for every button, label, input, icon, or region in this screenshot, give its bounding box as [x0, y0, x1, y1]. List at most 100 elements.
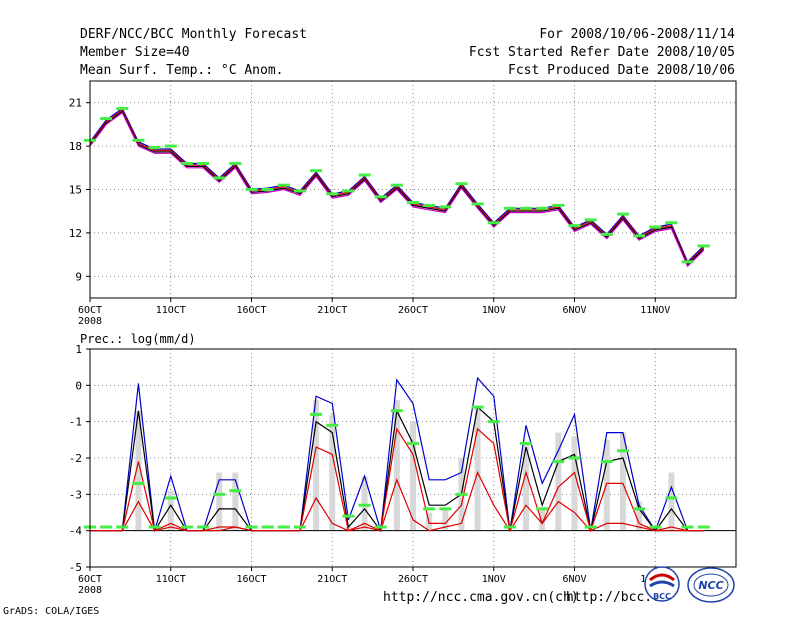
prec-series-lower [90, 470, 704, 532]
prec-obs-marker [116, 525, 129, 529]
prec-obs-marker [568, 456, 581, 460]
temp-obs-marker [116, 106, 129, 110]
prec-obs-marker [277, 525, 290, 529]
prec-obs-marker [229, 489, 242, 493]
temp-obs-marker [665, 221, 678, 225]
prec-spread-bar [523, 443, 530, 531]
prec-xtick-label: 16OCT [236, 574, 266, 585]
temp-obs-marker [503, 206, 516, 210]
prec-obs-marker [390, 409, 403, 413]
temp-obs-marker [277, 183, 290, 187]
temp-ytick-label: 9 [75, 270, 82, 283]
bcc-url[interactable]: http://bcc.c [566, 590, 660, 605]
prec-obs-marker [455, 492, 468, 496]
prec-obs-marker [423, 507, 436, 511]
prec-spread-bar [619, 432, 626, 531]
prec-obs-marker [665, 496, 678, 500]
temp-ytick-label: 15 [69, 184, 82, 197]
prec-spread-bar [668, 472, 675, 531]
temp-obs-marker [520, 206, 533, 210]
chart-title: DERF/NCC/BCC Monthly Forecast [80, 27, 307, 42]
prec-ytick-label: -3 [69, 488, 82, 501]
prec-ytick-label: -4 [69, 525, 83, 538]
temp-obs-marker [552, 203, 565, 207]
prec-spread-bar [393, 399, 400, 531]
temp-obs-marker [455, 182, 468, 186]
prec-obs-marker [552, 460, 565, 464]
prec-spread-bar [636, 501, 643, 531]
prec-spread-bar [135, 410, 142, 531]
temp-xtick-label: 11OCT [156, 305, 186, 316]
prec-obs-marker [536, 507, 549, 511]
temp-xtick-label: 6NOV [562, 305, 586, 316]
prec-ytick-label: 1 [75, 343, 82, 356]
prec-obs-marker [600, 460, 613, 464]
prec-spread-bar [167, 490, 174, 531]
prec-xtick-label: 11OCT [156, 574, 186, 585]
temp-xtick-label: 1NOV [482, 305, 506, 316]
produced-date: Fcst Produced Date 2008/10/06 [508, 63, 735, 78]
prec-obs-marker [213, 492, 226, 496]
temp-obs-marker [213, 176, 226, 180]
prec-xtick-label: 1NOV [482, 574, 506, 585]
prec-ytick-label: -1 [69, 416, 82, 429]
temp-obs-marker [616, 212, 629, 216]
temp-obs-marker [600, 232, 613, 236]
prec-spread-bar [474, 407, 481, 531]
prec-obs-marker [261, 525, 274, 529]
temp-obs-marker [487, 221, 500, 225]
prec-ytick-label: -5 [69, 561, 82, 574]
prec-spread-bar [571, 436, 578, 531]
prec-obs-marker [342, 514, 355, 518]
temp-obs-marker [649, 225, 662, 229]
temp-ytick-label: 21 [69, 97, 82, 110]
temp-obs-marker [326, 192, 339, 196]
prec-xtick-label: 6NOV [562, 574, 586, 585]
prec-spread-bar [361, 476, 368, 531]
prec-title: Prec.: log(mm/d) [80, 332, 196, 346]
prec-ytick-label: 0 [75, 379, 82, 392]
prec-xtick-label: 21OCT [317, 574, 347, 585]
prec-obs-marker [245, 525, 258, 529]
temp-xtick-label: 16OCT [236, 305, 266, 316]
prec-ytick-label: -2 [69, 452, 82, 465]
prec-spread-bar [232, 472, 239, 531]
prec-obs-marker [358, 503, 371, 507]
temp-obs-marker [536, 206, 549, 210]
temp-obs-marker [471, 202, 484, 206]
prec-obs-marker [649, 525, 662, 529]
prec-obs-marker [180, 525, 193, 529]
prec-xtick-sublabel: 2008 [78, 585, 102, 596]
temp-obs-marker [261, 188, 274, 191]
temp-obs-marker [697, 244, 710, 248]
temp-obs-marker [100, 117, 113, 121]
temp-obs-marker [374, 195, 387, 199]
ncc-url[interactable]: http://ncc.cma.gov.cn(ch) [383, 590, 579, 605]
prec-obs-marker [503, 525, 516, 529]
prec-spread-bar [216, 472, 223, 531]
temp-obs-marker [164, 144, 177, 148]
prec-obs-marker [100, 525, 113, 529]
temp-obs-marker [584, 218, 597, 222]
bcc-logo: BCC [644, 566, 680, 602]
prec-obs-marker [132, 481, 145, 485]
prec-xtick-label: 26OCT [398, 574, 428, 585]
temp-obs-marker [342, 189, 355, 193]
prec-spread-bar [329, 414, 336, 531]
start-date: Fcst Started Refer Date 2008/10/05 [468, 45, 735, 60]
temp-xtick-label: 21OCT [317, 305, 347, 316]
prec-obs-marker [148, 525, 161, 529]
temp-obs-marker [390, 183, 403, 187]
temp-obs-marker [439, 205, 452, 209]
svg-text:BCC: BCC [653, 592, 671, 601]
prec-spread-bar [410, 421, 416, 531]
prec-obs-marker [520, 441, 533, 445]
prec-obs-marker [681, 525, 694, 529]
temp-obs-marker [681, 260, 694, 264]
prec-spread-bar [313, 399, 320, 531]
temp-obs-marker [633, 234, 646, 238]
temp-obs-marker [293, 189, 306, 193]
